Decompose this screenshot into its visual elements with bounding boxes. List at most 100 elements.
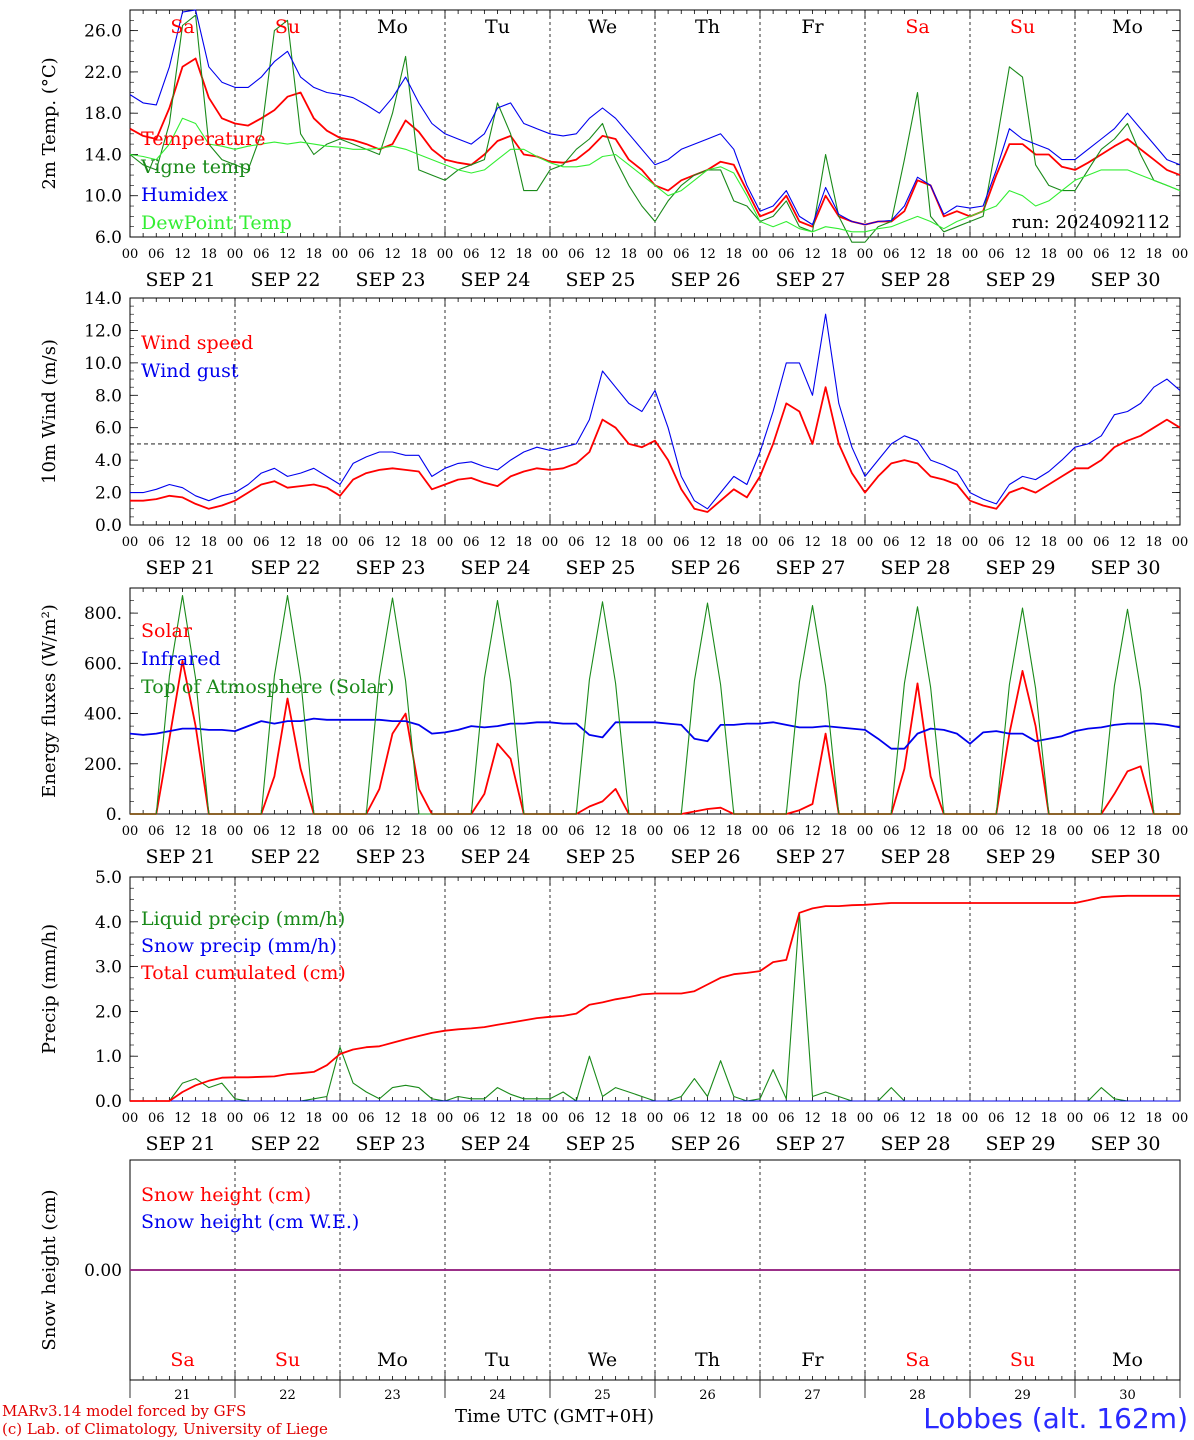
hour-label: 00	[122, 247, 139, 262]
date-label: SEP 30	[1091, 1133, 1161, 1155]
hour-label: 00	[227, 1111, 244, 1126]
day-abbr-bottom: We	[588, 1349, 617, 1371]
hour-label: 00	[332, 535, 349, 550]
hour-label: 06	[358, 824, 375, 839]
hour-label: 00	[857, 535, 874, 550]
hour-label: 00	[437, 247, 454, 262]
hour-label: 18	[620, 535, 637, 550]
hour-label: 06	[253, 1111, 270, 1126]
day-abbr: Su	[1010, 16, 1035, 38]
hour-label: 18	[305, 247, 322, 262]
hour-label: 12	[1119, 824, 1136, 839]
day-number: 26	[699, 1388, 716, 1403]
hour-label: 00	[542, 247, 559, 262]
date-label: SEP 25	[566, 269, 636, 291]
y-tick-label: 800.	[84, 604, 122, 624]
hour-label: 12	[909, 535, 926, 550]
hour-label: 12	[384, 824, 401, 839]
y-axis-label: 10m Wind (m/s)	[39, 339, 60, 484]
hour-label: 06	[1093, 535, 1110, 550]
hour-label: 06	[148, 1111, 165, 1126]
day-number: 22	[279, 1388, 296, 1403]
hour-label: 06	[883, 247, 900, 262]
hour-label: 12	[909, 824, 926, 839]
hour-label: 06	[253, 247, 270, 262]
panel-temperature: 6.0 10.0 14.0 18.0 22.0 26.0 2m Temp. (°C) Temp…	[39, 9, 1188, 291]
hour-label: 06	[988, 247, 1005, 262]
day-abbr: We	[588, 16, 617, 38]
hour-label: 06	[883, 535, 900, 550]
lab-credit: (c) Lab. of Climatology, University of L…	[2, 1420, 328, 1438]
date-label: SEP 26	[671, 1133, 741, 1155]
hour-label: 12	[174, 1111, 191, 1126]
hour-label: 00	[857, 247, 874, 262]
y-tick-label: 22.0	[84, 63, 122, 83]
day-abbr: Th	[695, 16, 720, 38]
hour-label: 18	[1040, 1111, 1057, 1126]
hour-label: 00	[1067, 535, 1084, 550]
date-label: SEP 26	[671, 846, 741, 868]
date-label: SEP 24	[461, 1133, 531, 1155]
hour-label: 12	[909, 247, 926, 262]
hour-label: 18	[1040, 824, 1057, 839]
hour-label: 00	[542, 824, 559, 839]
y-tick-label: 18.0	[84, 104, 122, 124]
hour-label: 18	[410, 1111, 427, 1126]
hour-label: 00	[647, 1111, 664, 1126]
series-line-total-cumulated-cm-	[130, 894, 1180, 1102]
legend-entry: Infrared	[141, 648, 221, 670]
hour-label: 18	[935, 824, 952, 839]
y-axis-label: Snow height (cm)	[39, 1189, 60, 1350]
legend-entry: DewPoint Temp	[141, 212, 292, 234]
hour-label: 06	[1093, 824, 1110, 839]
hour-label: 06	[988, 535, 1005, 550]
panel-precip: 0.0 1.0 2.0 3.0 4.0 5.0 Precip (mm/h) Liquid pr…	[39, 868, 1188, 1155]
hour-label: 12	[1014, 1111, 1031, 1126]
hour-label: 18	[515, 247, 532, 262]
hour-label: 06	[1093, 1111, 1110, 1126]
hour-label: 06	[778, 247, 795, 262]
hour-label: 06	[148, 247, 165, 262]
series-line-vigne-temp	[129, 14, 1181, 243]
day-abbr: Tu	[485, 16, 510, 38]
station-name: Lobbes (alt. 162m)	[923, 1402, 1188, 1435]
date-label: SEP 28	[881, 269, 951, 291]
y-tick-label: 400.	[84, 705, 122, 725]
date-label: SEP 29	[986, 269, 1056, 291]
hour-label: 12	[594, 535, 611, 550]
hour-label: 06	[568, 535, 585, 550]
hour-label: 06	[568, 247, 585, 262]
day-number: 25	[594, 1388, 611, 1403]
legend-entry: Top of Atmosphere (Solar)	[141, 676, 394, 698]
day-abbr-bottom: Su	[1010, 1349, 1035, 1371]
date-label: SEP 26	[671, 269, 741, 291]
day-abbr: Sa	[170, 16, 194, 38]
day-abbr-bottom: Mo	[1112, 1349, 1143, 1371]
date-label: SEP 23	[356, 846, 426, 868]
hour-label: 06	[148, 824, 165, 839]
hour-label: 12	[804, 1111, 821, 1126]
hour-label: 18	[830, 535, 847, 550]
hour-label: 12	[489, 824, 506, 839]
hour-label: 12	[594, 824, 611, 839]
date-label: SEP 23	[356, 269, 426, 291]
hour-label: 12	[909, 1111, 926, 1126]
date-label: SEP 21	[146, 1133, 216, 1155]
date-label: SEP 25	[566, 846, 636, 868]
hour-label: 18	[830, 824, 847, 839]
hour-label: 12	[279, 1111, 296, 1126]
day-abbr-bottom: Tu	[485, 1349, 510, 1371]
day-abbr-bottom: Su	[275, 1349, 300, 1371]
series-line-dewpoint-temp	[129, 117, 1181, 233]
hour-label: 12	[174, 247, 191, 262]
hour-label: 18	[620, 1111, 637, 1126]
hour-label: 06	[568, 824, 585, 839]
hour-label: 00	[647, 824, 664, 839]
hour-label: 00	[647, 535, 664, 550]
run-annotation: run: 2024092112	[1012, 212, 1170, 233]
date-label: SEP 28	[881, 557, 951, 579]
hour-label: 00	[332, 247, 349, 262]
date-label: SEP 21	[146, 269, 216, 291]
hour-label: 18	[725, 247, 742, 262]
hour-label: 12	[174, 824, 191, 839]
